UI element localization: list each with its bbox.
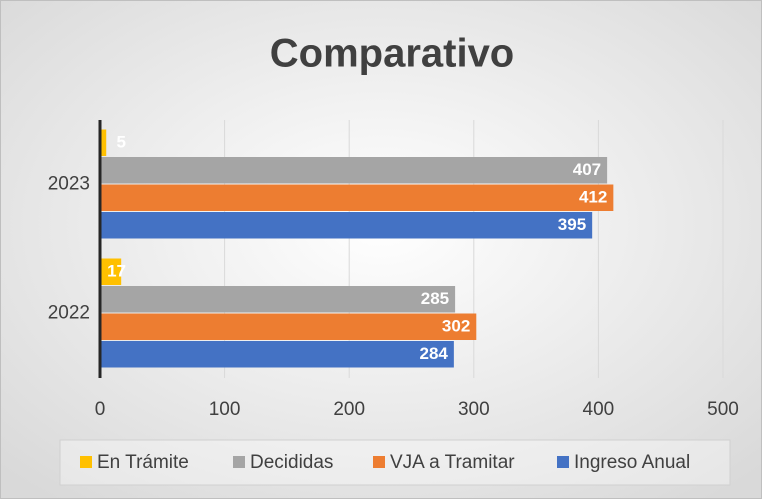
legend-label: VJA a Tramitar	[390, 452, 515, 473]
bar	[100, 286, 456, 313]
y-tick-label: 2023	[48, 174, 90, 195]
legend-label: En Trámite	[97, 452, 189, 473]
data-label: 302	[442, 317, 470, 336]
data-label: 17	[107, 262, 126, 281]
data-label: 407	[573, 160, 601, 179]
legend-box	[59, 439, 731, 486]
data-label: 285	[421, 289, 449, 308]
data-label: 412	[579, 188, 607, 207]
legend-swatch	[80, 456, 92, 468]
data-label: 395	[558, 215, 586, 234]
bar	[100, 258, 122, 285]
bar	[100, 341, 454, 368]
chart-title: Comparativo	[270, 32, 515, 76]
y-tick-label: 2022	[48, 303, 90, 324]
x-tick-label: 400	[583, 399, 615, 420]
legend-label: Decididas	[250, 452, 333, 473]
legend-swatch	[373, 456, 385, 468]
legend-swatch	[557, 456, 569, 468]
bar	[100, 129, 107, 156]
bar	[100, 157, 608, 184]
x-tick-label: 0	[95, 399, 106, 420]
data-label: 5	[117, 133, 126, 152]
bar	[100, 313, 477, 340]
bar	[100, 184, 614, 211]
x-tick-label: 500	[707, 399, 739, 420]
bar	[100, 212, 593, 239]
x-tick-label: 100	[209, 399, 241, 420]
legend-label: Ingreso Anual	[574, 452, 690, 473]
x-tick-label: 200	[333, 399, 365, 420]
x-tick-label: 300	[458, 399, 490, 420]
data-label: 284	[419, 344, 448, 363]
legend-swatch	[233, 456, 245, 468]
